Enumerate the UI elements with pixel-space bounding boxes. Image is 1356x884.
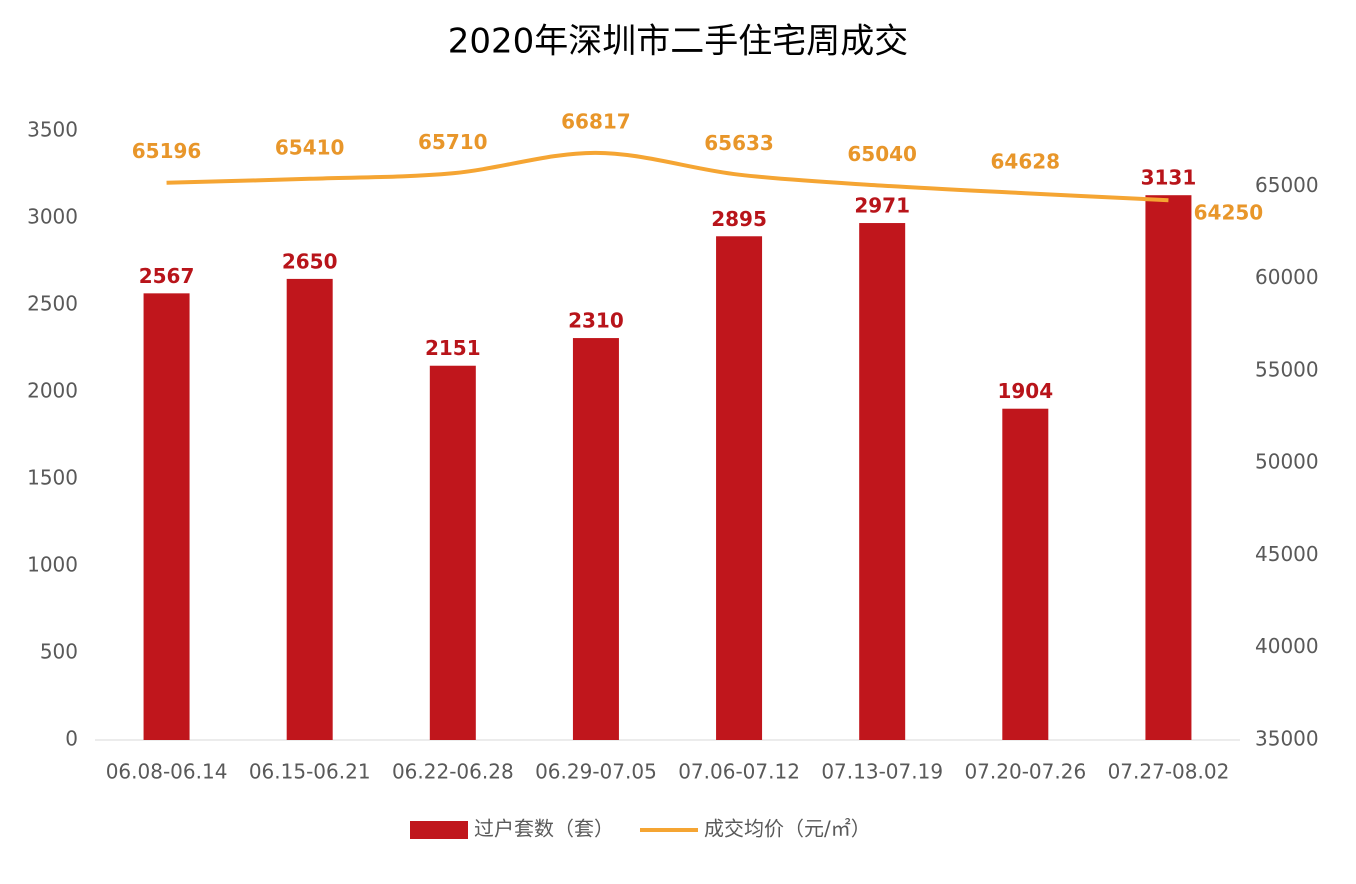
y-tick-label: 2500 (27, 292, 78, 316)
x-tick-label: 06.08-06.14 (106, 760, 228, 784)
chart-title: 2020年深圳市二手住宅周成交 (448, 22, 909, 62)
y-tick-label: 3500 (27, 118, 78, 142)
bar (1145, 195, 1192, 740)
line-value-label: 65410 (275, 135, 345, 159)
x-tick-label: 07.06-07.12 (678, 760, 800, 784)
x-tick-label: 07.27-08.02 (1108, 760, 1230, 784)
y-tick-label: 3000 (27, 205, 78, 229)
line-value-label: 66817 (561, 109, 631, 133)
bar (572, 338, 619, 740)
line-value-label: 65633 (704, 131, 774, 155)
bar (859, 223, 906, 740)
y2-tick-label: 65000 (1255, 173, 1319, 197)
bar-value-label: 3131 (1141, 166, 1197, 190)
y2-tick-label: 45000 (1255, 542, 1319, 566)
bar (143, 293, 190, 740)
line-value-label: 65040 (847, 142, 917, 166)
bar (286, 278, 333, 740)
legend-label: 过户套数（套） (474, 817, 614, 841)
price-line (166, 150, 1169, 203)
legend-label: 成交均价（元/㎡） (704, 817, 871, 841)
bar-value-label: 1904 (997, 379, 1053, 403)
bar-value-label: 2151 (425, 336, 481, 360)
bar-value-label: 2895 (711, 207, 767, 231)
bar (1002, 408, 1049, 740)
x-tick-label: 06.22-06.28 (392, 760, 514, 784)
bar-value-label: 2971 (854, 194, 910, 218)
bar-value-label: 2310 (568, 309, 624, 333)
y2-tick-label: 55000 (1255, 357, 1319, 381)
y2-tick-label: 40000 (1255, 634, 1319, 658)
x-tick-label: 06.29-07.05 (535, 760, 657, 784)
y-tick-label: 500 (40, 640, 78, 664)
x-tick-label: 07.13-07.19 (821, 760, 943, 784)
line-value-label: 64250 (1194, 201, 1264, 225)
bar-value-label: 2567 (139, 264, 195, 288)
y-tick-label: 2000 (27, 379, 78, 403)
line-value-label: 65710 (418, 130, 488, 154)
bar-value-label: 2650 (282, 249, 338, 273)
y-tick-label: 1000 (27, 553, 78, 577)
y-tick-label: 1500 (27, 466, 78, 490)
bar (716, 236, 763, 740)
x-tick-label: 07.20-07.26 (964, 760, 1086, 784)
x-tick-label: 06.15-06.21 (249, 760, 371, 784)
y2-tick-label: 35000 (1255, 727, 1319, 751)
line-value-label: 64628 (991, 150, 1061, 174)
line-value-label: 65196 (132, 139, 202, 163)
y2-tick-label: 60000 (1255, 265, 1319, 289)
bar (429, 365, 476, 740)
y-tick-label: 0 (65, 727, 78, 751)
y2-tick-label: 50000 (1255, 450, 1319, 474)
legend-swatch (410, 821, 468, 839)
